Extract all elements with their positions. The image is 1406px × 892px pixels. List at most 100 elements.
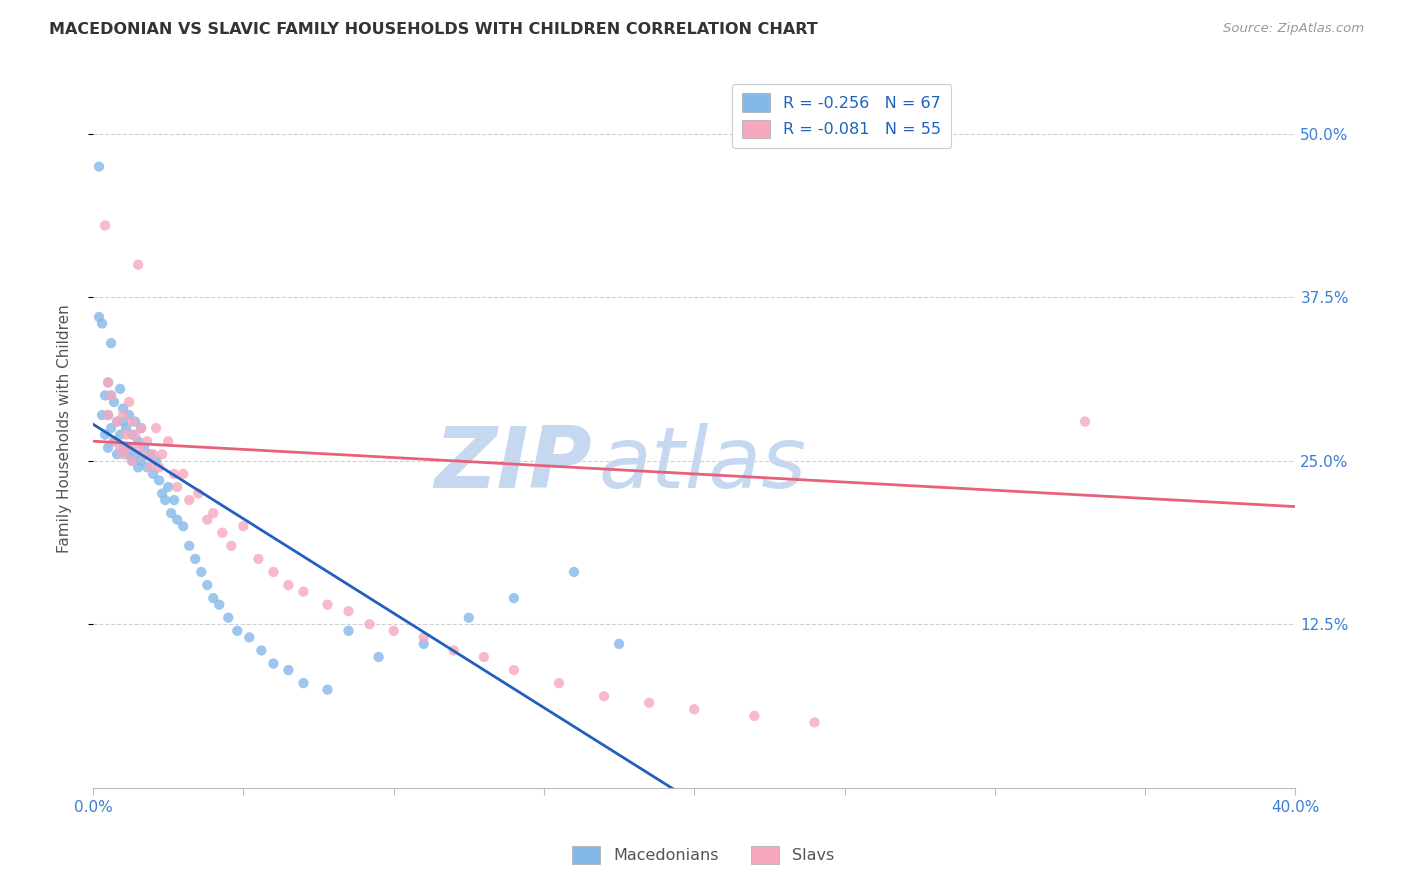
Point	[134, 447, 156, 461]
Point	[97, 376, 120, 390]
Point	[139, 447, 162, 461]
Text: MACEDONIAN VS SLAVIC FAMILY HOUSEHOLDS WITH CHILDREN CORRELATION CHART: MACEDONIAN VS SLAVIC FAMILY HOUSEHOLDS W…	[49, 22, 818, 37]
Point	[112, 441, 135, 455]
Point	[103, 395, 125, 409]
Point	[153, 493, 176, 508]
Point	[108, 441, 131, 455]
Point	[97, 408, 120, 422]
Point	[337, 624, 360, 638]
Point	[262, 565, 284, 579]
Point	[136, 434, 159, 449]
Point	[502, 591, 524, 606]
Point	[157, 434, 180, 449]
Point	[121, 454, 143, 468]
Point	[367, 650, 389, 665]
Point	[607, 637, 630, 651]
Point	[103, 434, 125, 449]
Point	[250, 643, 273, 657]
Point	[166, 513, 188, 527]
Point	[118, 441, 141, 455]
Point	[148, 474, 170, 488]
Point	[142, 467, 165, 481]
Point	[129, 421, 152, 435]
Point	[359, 617, 381, 632]
Point	[100, 421, 122, 435]
Point	[262, 657, 284, 671]
Point	[112, 408, 135, 422]
Point	[221, 539, 243, 553]
Point	[129, 421, 152, 435]
Point	[195, 513, 218, 527]
Point	[121, 427, 143, 442]
Point	[91, 317, 114, 331]
Point	[179, 493, 201, 508]
Point	[121, 415, 143, 429]
Point	[562, 565, 585, 579]
Point	[100, 388, 122, 402]
Point	[247, 552, 270, 566]
Point	[412, 631, 434, 645]
Point	[211, 525, 233, 540]
Text: atlas: atlas	[598, 423, 806, 506]
Point	[150, 486, 173, 500]
Point	[190, 565, 212, 579]
Point	[87, 160, 110, 174]
Point	[803, 715, 825, 730]
Point	[202, 506, 225, 520]
Point	[163, 493, 186, 508]
Point	[127, 441, 149, 455]
Text: ZIP: ZIP	[434, 423, 592, 506]
Point	[148, 460, 170, 475]
Point	[502, 663, 524, 677]
Point	[195, 578, 218, 592]
Point	[97, 376, 120, 390]
Point	[94, 388, 117, 402]
Point	[127, 434, 149, 449]
Point	[134, 441, 156, 455]
Point	[184, 552, 207, 566]
Point	[638, 696, 661, 710]
Point	[112, 447, 135, 461]
Point	[97, 441, 120, 455]
Point	[208, 598, 231, 612]
Point	[129, 454, 152, 468]
Point	[157, 480, 180, 494]
Point	[316, 682, 339, 697]
Point	[127, 258, 149, 272]
Point	[292, 584, 315, 599]
Point	[121, 454, 143, 468]
Point	[118, 408, 141, 422]
Point	[337, 604, 360, 618]
Point	[94, 427, 117, 442]
Point	[277, 578, 299, 592]
Point	[112, 401, 135, 416]
Y-axis label: Family Households with Children: Family Households with Children	[58, 304, 72, 552]
Point	[87, 310, 110, 324]
Point	[103, 434, 125, 449]
Point	[472, 650, 495, 665]
Point	[277, 663, 299, 677]
Point	[115, 447, 138, 461]
Point	[105, 447, 128, 461]
Point	[145, 421, 167, 435]
Point	[118, 395, 141, 409]
Point	[142, 447, 165, 461]
Point	[118, 441, 141, 455]
Point	[548, 676, 571, 690]
Point	[139, 460, 162, 475]
Point	[172, 467, 194, 481]
Point	[232, 519, 254, 533]
Point	[124, 447, 146, 461]
Point	[160, 506, 183, 520]
Point	[202, 591, 225, 606]
Point	[163, 467, 186, 481]
Point	[97, 408, 120, 422]
Point	[238, 631, 260, 645]
Point	[744, 709, 766, 723]
Point	[145, 454, 167, 468]
Point	[124, 427, 146, 442]
Point	[187, 486, 209, 500]
Legend: Macedonians, Slavs: Macedonians, Slavs	[565, 839, 841, 871]
Point	[136, 460, 159, 475]
Point	[94, 219, 117, 233]
